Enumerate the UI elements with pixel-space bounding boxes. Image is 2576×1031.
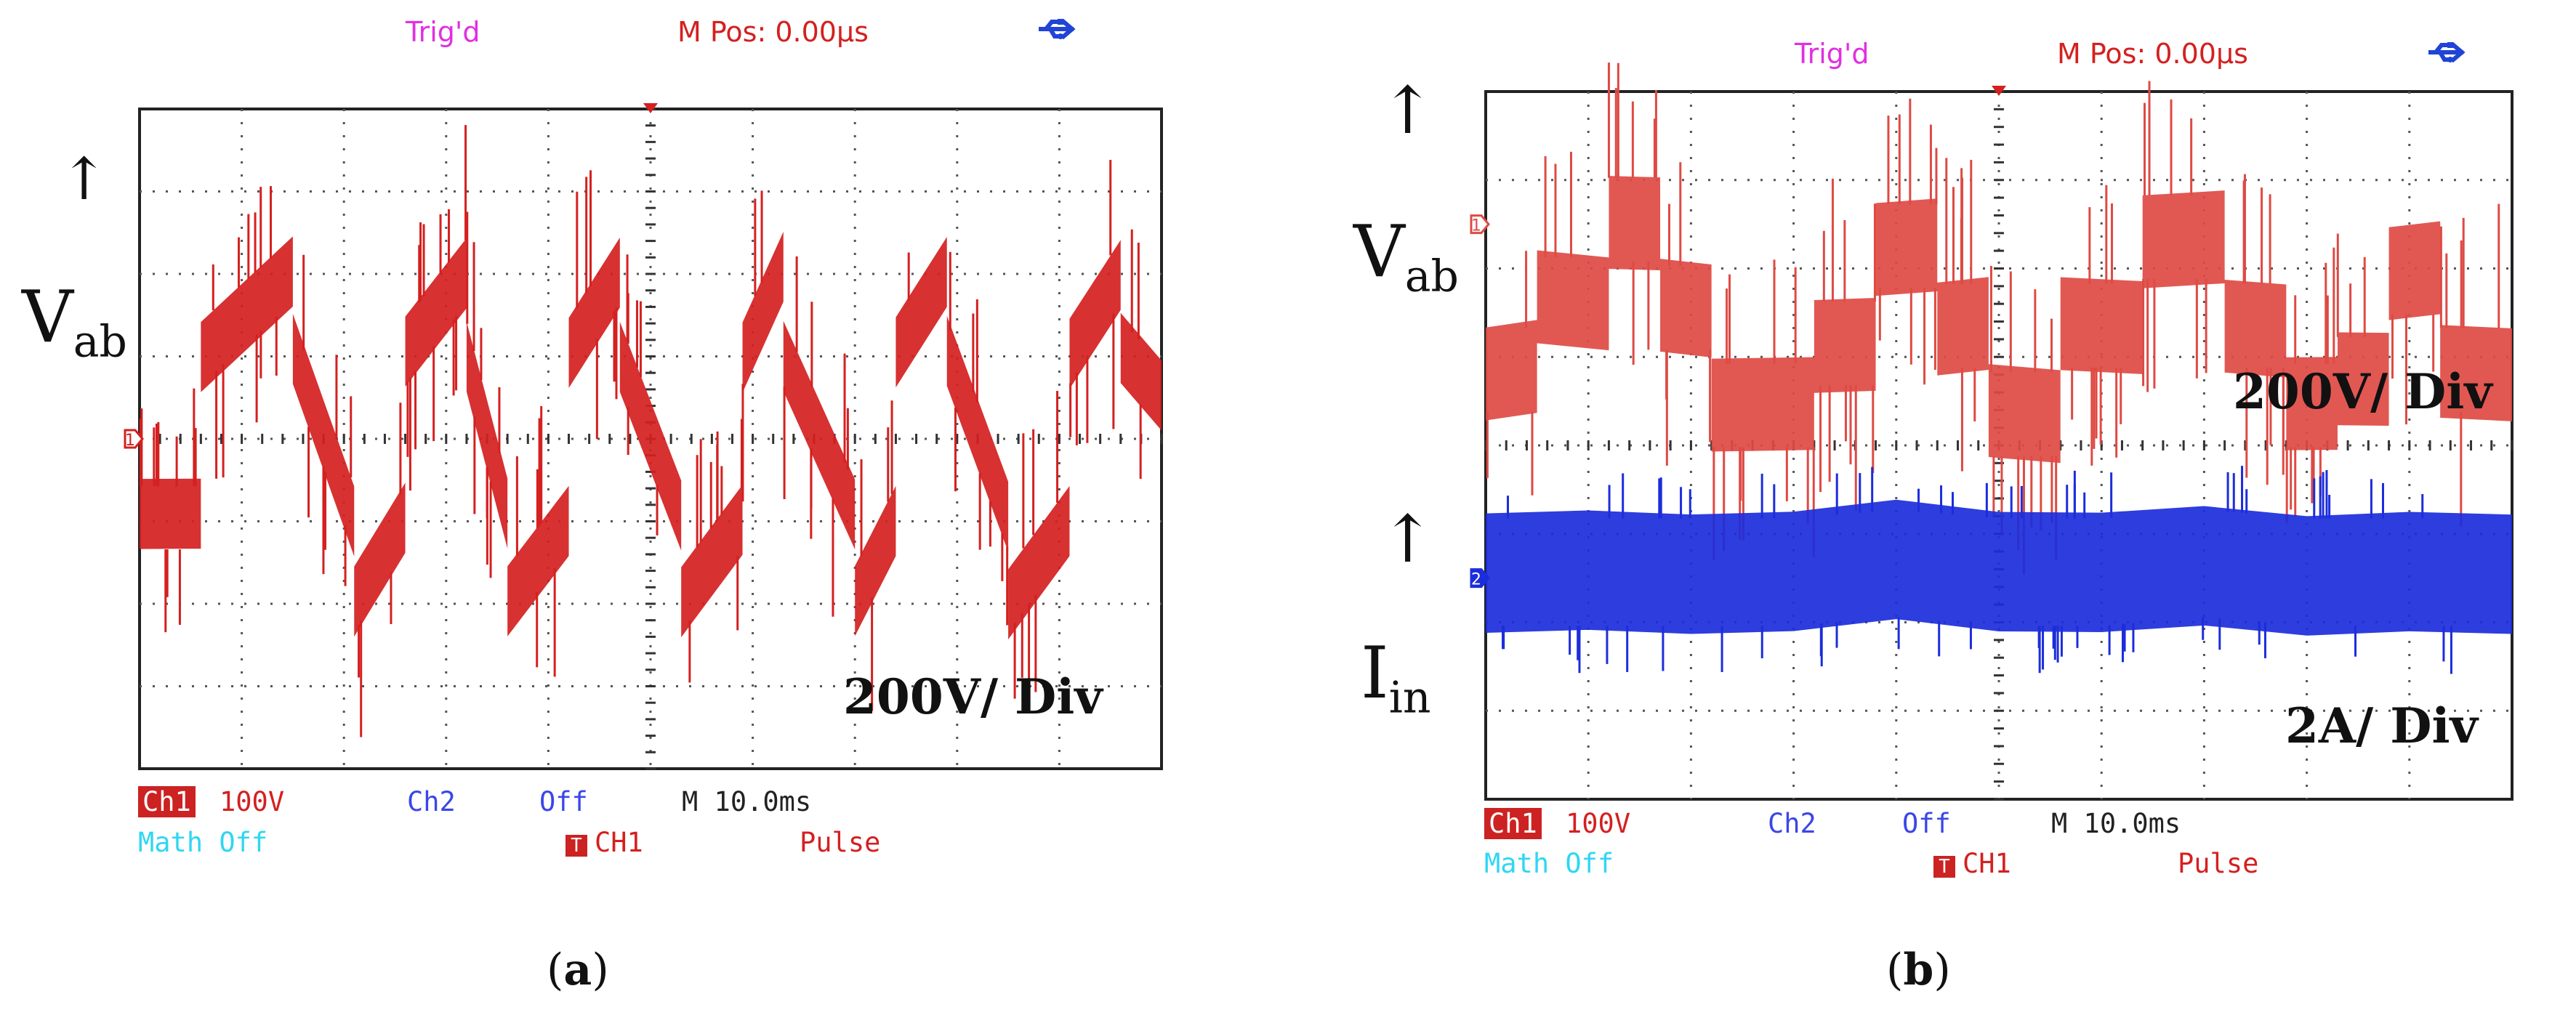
- ch2-state: Off: [1902, 808, 1951, 839]
- ch1-indicator: Ch1: [138, 786, 196, 817]
- channel-number-label: 1: [125, 432, 135, 450]
- trig-status: Trig'd: [406, 16, 480, 48]
- vab-label-b: Vab: [1353, 211, 1459, 302]
- usb-icon: [1039, 18, 1076, 40]
- trigger-source: T CH1: [565, 827, 643, 858]
- usb-icon: [2428, 41, 2466, 63]
- oscilloscope-display-b: 12: [1470, 62, 2513, 801]
- waveform-vab: [140, 231, 1162, 640]
- trigger-icon: T: [1933, 856, 1955, 878]
- trigger-position-marker: [643, 103, 658, 113]
- vab-main: V: [1353, 211, 1405, 294]
- channel-ground-marker-ch1: [1470, 214, 1490, 235]
- trigger-source: T CH1: [1933, 848, 2011, 879]
- vab-sub: ab: [73, 316, 127, 368]
- up-arrow-icon: ↑: [1380, 501, 1436, 578]
- math-state: Math Off: [1484, 848, 1614, 879]
- horizontal-position: M Pos: 0.00µs: [677, 16, 869, 48]
- vab-main: V: [22, 276, 73, 359]
- oscilloscope-display-a: 1: [124, 103, 1163, 770]
- vab-sub: ab: [1404, 251, 1459, 302]
- vab-label-a: Vab: [22, 276, 127, 368]
- ch1-scale: 100V: [1566, 808, 1631, 839]
- ch2-indicator: Ch2: [1768, 808, 1816, 839]
- ch2-indicator: Ch2: [407, 786, 456, 817]
- waveform-vab: [1486, 176, 2512, 464]
- channel-ground-marker-ch2: [1470, 568, 1490, 589]
- channel-number-label: 1: [1471, 217, 1481, 235]
- ch1-indicator: Ch1: [1484, 808, 1542, 839]
- channel-number-label: 2: [1471, 571, 1481, 589]
- scope-panel-a: Trig'd M Pos: 0.00µs 1 ↑ Vab 200V/ Div C…: [22, 16, 1163, 995]
- trigger-icon: T: [565, 835, 587, 857]
- scale-label-iin-b: 2A/ Div: [2285, 698, 2478, 754]
- timebase: M 10.0ms: [2051, 808, 2181, 839]
- iin-main: I: [1361, 632, 1389, 715]
- caption-a: (a): [547, 945, 609, 995]
- caption-b: (b): [1886, 945, 1951, 995]
- scale-label-a: 200V/ Div: [843, 668, 1103, 725]
- up-arrow-icon: ↑: [60, 145, 109, 213]
- trigger-mode: Pulse: [2178, 848, 2259, 879]
- up-arrow-icon: ↑: [1380, 73, 1436, 149]
- iin-sub: in: [1388, 672, 1431, 724]
- channel-ground-marker-ch1: [124, 429, 144, 449]
- ch1-scale: 100V: [220, 786, 285, 817]
- timebase: M 10.0ms: [682, 786, 812, 817]
- scale-label-vab-b: 200V/ Div: [2233, 363, 2492, 420]
- trigger-mode: Pulse: [800, 827, 881, 858]
- ch2-state: Off: [539, 786, 588, 817]
- iin-label-b: Iin: [1361, 632, 1431, 724]
- waveform-iin: [1486, 499, 2512, 636]
- horizontal-position: M Pos: 0.00µs: [2057, 38, 2248, 70]
- trigger-position-marker: [1992, 86, 2006, 96]
- math-state: Math Off: [138, 827, 268, 858]
- trig-status: Trig'd: [1795, 38, 1869, 70]
